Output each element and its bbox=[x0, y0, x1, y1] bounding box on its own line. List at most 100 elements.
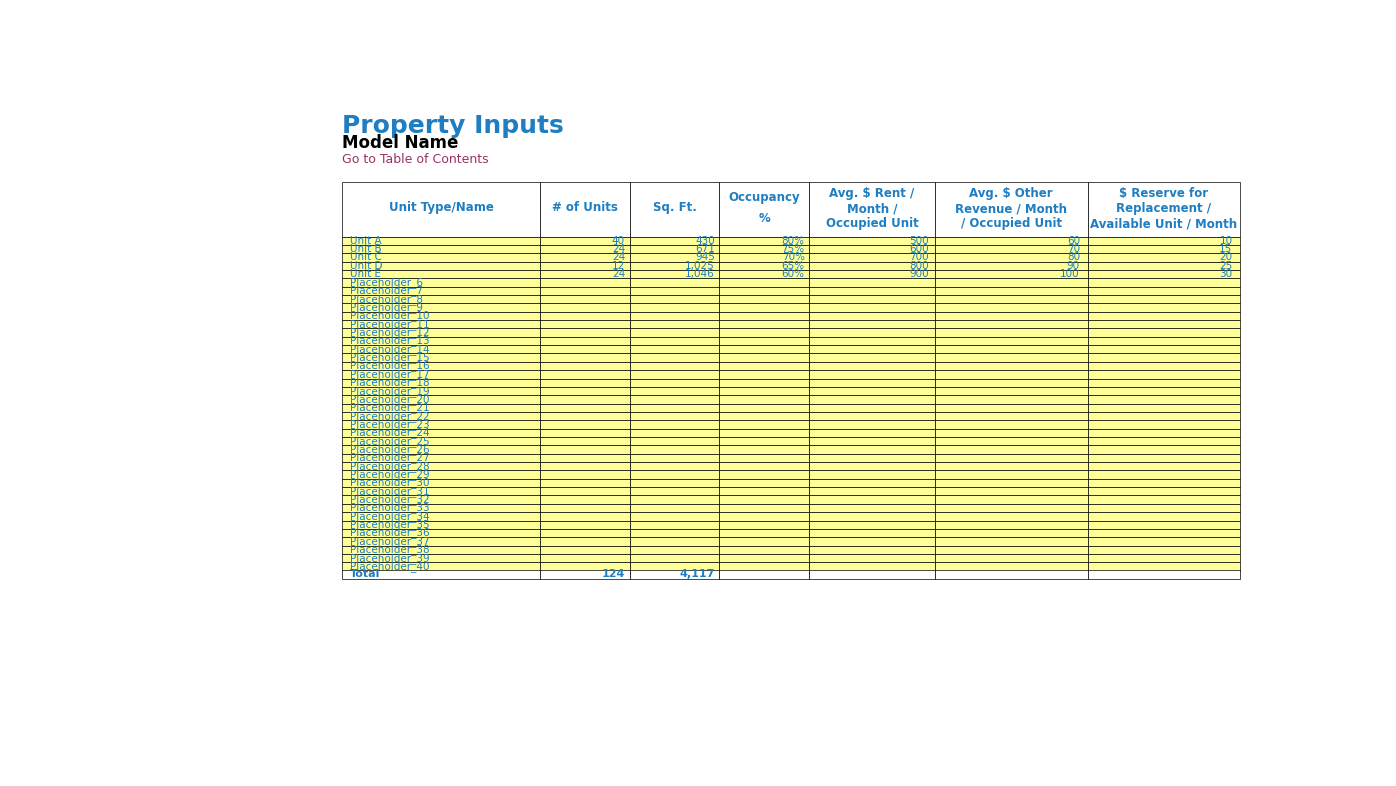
Bar bbox=[1087, 270, 1240, 278]
Text: 40: 40 bbox=[611, 236, 625, 246]
Bar bbox=[540, 470, 630, 479]
Bar bbox=[935, 537, 1087, 545]
Bar bbox=[342, 462, 540, 470]
Bar bbox=[719, 437, 810, 446]
Bar bbox=[719, 253, 810, 262]
Bar bbox=[540, 354, 630, 362]
Bar bbox=[719, 303, 810, 312]
Bar bbox=[342, 495, 540, 504]
Text: 700: 700 bbox=[909, 252, 928, 263]
Bar bbox=[540, 428, 630, 437]
Text: 70%: 70% bbox=[782, 252, 804, 263]
Bar bbox=[540, 362, 630, 370]
Bar bbox=[1087, 295, 1240, 303]
Bar bbox=[935, 570, 1087, 579]
Bar bbox=[810, 520, 935, 529]
Bar bbox=[342, 278, 540, 287]
Bar bbox=[540, 182, 630, 237]
Bar bbox=[630, 270, 719, 278]
Bar bbox=[1087, 512, 1240, 520]
Text: 65%: 65% bbox=[782, 261, 804, 271]
Bar bbox=[540, 554, 630, 562]
Bar bbox=[1087, 537, 1240, 545]
Text: Placeholder_14: Placeholder_14 bbox=[350, 343, 430, 354]
Bar bbox=[935, 253, 1087, 262]
Bar bbox=[719, 395, 810, 403]
Bar bbox=[342, 245, 540, 253]
Text: Placeholder_23: Placeholder_23 bbox=[350, 419, 430, 430]
Bar bbox=[342, 262, 540, 270]
Bar bbox=[810, 479, 935, 487]
Bar bbox=[1087, 253, 1240, 262]
Bar bbox=[630, 295, 719, 303]
Bar bbox=[1087, 262, 1240, 270]
Bar bbox=[342, 428, 540, 437]
Bar bbox=[1087, 520, 1240, 529]
Text: Placeholder_17: Placeholder_17 bbox=[350, 369, 430, 380]
Bar bbox=[810, 320, 935, 329]
Bar bbox=[719, 554, 810, 562]
Bar bbox=[935, 320, 1087, 329]
Bar bbox=[630, 370, 719, 379]
Text: Unit A: Unit A bbox=[350, 236, 381, 246]
Bar bbox=[630, 562, 719, 571]
Bar bbox=[1087, 554, 1240, 562]
Text: Placeholder_29: Placeholder_29 bbox=[350, 469, 430, 480]
Text: Model Name: Model Name bbox=[342, 134, 458, 152]
Bar bbox=[1087, 562, 1240, 571]
Bar bbox=[1087, 437, 1240, 446]
Bar bbox=[1087, 345, 1240, 354]
Bar bbox=[630, 545, 719, 554]
Bar bbox=[810, 387, 935, 395]
Bar bbox=[342, 354, 540, 362]
Bar bbox=[719, 287, 810, 295]
Bar bbox=[1087, 278, 1240, 287]
Bar bbox=[342, 295, 540, 303]
Bar bbox=[810, 554, 935, 562]
Bar bbox=[540, 545, 630, 554]
Text: Placeholder_37: Placeholder_37 bbox=[350, 536, 430, 547]
Bar bbox=[935, 295, 1087, 303]
Bar bbox=[719, 262, 810, 270]
Bar bbox=[630, 504, 719, 512]
Bar bbox=[540, 562, 630, 571]
Bar bbox=[540, 253, 630, 262]
Bar bbox=[342, 370, 540, 379]
Text: 671: 671 bbox=[695, 244, 715, 254]
Text: 600: 600 bbox=[909, 244, 928, 254]
Bar bbox=[630, 182, 719, 237]
Text: 12: 12 bbox=[611, 261, 625, 271]
Text: 24: 24 bbox=[611, 244, 625, 254]
Text: 24: 24 bbox=[611, 269, 625, 279]
Bar bbox=[810, 329, 935, 336]
Bar bbox=[935, 562, 1087, 571]
Bar bbox=[342, 336, 540, 345]
Bar bbox=[719, 237, 810, 245]
Bar bbox=[935, 329, 1087, 336]
Text: Placeholder_30: Placeholder_30 bbox=[350, 477, 430, 488]
Bar bbox=[630, 237, 719, 245]
Text: Placeholder_27: Placeholder_27 bbox=[350, 453, 430, 463]
Bar bbox=[630, 428, 719, 437]
Bar bbox=[935, 504, 1087, 512]
Bar bbox=[935, 362, 1087, 370]
Bar bbox=[1087, 336, 1240, 345]
Bar bbox=[342, 403, 540, 412]
Bar bbox=[810, 495, 935, 504]
Text: Placeholder_36: Placeholder_36 bbox=[350, 527, 430, 538]
Bar bbox=[719, 454, 810, 462]
Bar bbox=[1087, 570, 1240, 579]
Bar bbox=[719, 545, 810, 554]
Bar bbox=[630, 387, 719, 395]
Bar bbox=[630, 537, 719, 545]
Bar bbox=[1087, 412, 1240, 421]
Bar bbox=[719, 512, 810, 520]
Bar bbox=[540, 537, 630, 545]
Bar bbox=[342, 345, 540, 354]
Bar bbox=[342, 312, 540, 320]
Bar bbox=[935, 278, 1087, 287]
Bar bbox=[1087, 182, 1240, 237]
Text: Unit C: Unit C bbox=[350, 252, 383, 263]
Bar bbox=[810, 403, 935, 412]
Bar bbox=[810, 182, 935, 237]
